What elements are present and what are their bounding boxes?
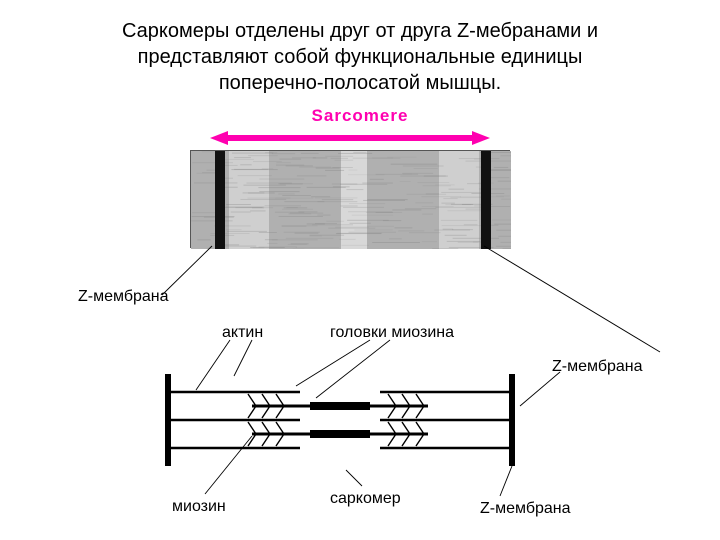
label-z-membrane-left: Z-мембрана — [78, 288, 169, 306]
sarcomere-extent-arrow — [210, 128, 490, 148]
slide-title: Саркомеры отделены друг от друга Z-мебра… — [0, 0, 720, 104]
sarcomere-heading: Sarcomere — [0, 106, 720, 126]
title-line-3: поперечно-полосатой мышцы. — [219, 72, 501, 94]
label-z-membrane-right: Z-мембрана — [552, 358, 643, 376]
sarcomere-schematic — [160, 370, 520, 470]
electron-micrograph — [190, 150, 510, 248]
label-actin: актин — [222, 324, 263, 342]
title-line-1: Саркомеры отделены друг от друга Z-мебра… — [122, 20, 598, 42]
label-z-membrane-bottom: Z-мембрана — [480, 500, 571, 518]
label-sarcomere-bottom: саркомер — [330, 490, 401, 508]
label-myosin: миозин — [172, 498, 226, 516]
sarcomere-heading-text: Sarcomere — [312, 106, 409, 125]
title-line-2: представляют собой функциональные единиц… — [138, 46, 583, 68]
label-myosin-heads: головки миозина — [330, 324, 454, 342]
